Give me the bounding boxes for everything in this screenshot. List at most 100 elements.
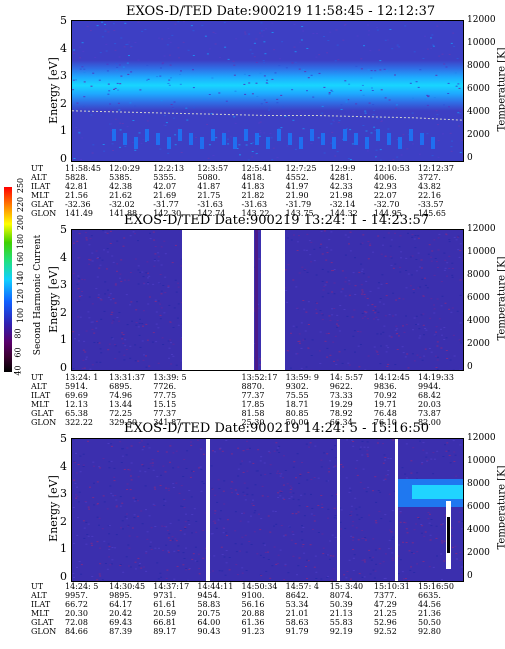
texture-speck [364, 539, 367, 541]
texture-speck [337, 59, 340, 61]
texture-speck [348, 294, 351, 296]
texture-speck [84, 232, 87, 234]
texture-speck [397, 573, 400, 575]
texture-speck [168, 489, 170, 491]
texture-speck [315, 312, 318, 314]
texture-speck [174, 23, 177, 25]
texture-speck [168, 551, 170, 553]
texture-speck [364, 296, 367, 298]
texture-speck [364, 312, 367, 314]
data-gap [182, 230, 254, 370]
table-cell: 4281. [329, 173, 353, 182]
texture-speck [376, 27, 379, 29]
table-cell: -32.70 [373, 200, 400, 209]
texture-speck [157, 256, 160, 258]
texture-speck [237, 475, 240, 477]
texture-speck [368, 102, 371, 104]
texture-speck [151, 341, 154, 343]
texture-speck [372, 114, 375, 115]
texture-speck [121, 335, 124, 337]
texture-speck [315, 308, 317, 310]
texture-speck [311, 507, 314, 509]
texture-speck [300, 494, 303, 496]
texture-speck [349, 514, 352, 516]
low-energy-patch [431, 137, 435, 149]
texture-speck [351, 143, 354, 145]
texture-speck [215, 527, 218, 529]
texture-speck [384, 457, 387, 458]
temperature-tick-label: 4000 [467, 525, 490, 535]
table-cell: 12:2:13 [153, 164, 185, 173]
texture-speck [72, 506, 75, 508]
texture-speck [347, 99, 350, 101]
texture-speck [423, 535, 426, 537]
texture-speck [183, 558, 186, 559]
texture-speck [116, 82, 119, 84]
texture-speck [401, 467, 404, 469]
texture-speck [170, 342, 172, 344]
texture-speck [437, 249, 440, 251]
texture-speck [374, 306, 377, 308]
texture-speck [269, 531, 272, 533]
texture-speck [300, 347, 303, 349]
texture-speck [314, 555, 317, 557]
texture-speck [360, 293, 363, 295]
texture-speck [83, 367, 86, 369]
texture-speck [325, 333, 328, 335]
texture-speck [402, 325, 404, 327]
table-cell: 42.81 [65, 182, 88, 191]
texture-speck [366, 455, 369, 457]
texture-speck [94, 56, 97, 58]
texture-speck [78, 131, 81, 133]
texture-speck [391, 538, 394, 540]
texture-speck [383, 68, 386, 70]
texture-speck [137, 265, 140, 267]
texture-speck [185, 107, 188, 109]
texture-speck [170, 77, 172, 79]
texture-speck [87, 440, 89, 442]
texture-speck [450, 311, 453, 313]
texture-speck [174, 134, 177, 136]
table-cell: 61.61 [153, 600, 177, 609]
texture-speck [172, 107, 175, 109]
texture-speck [117, 580, 120, 581]
texture-speck [98, 524, 100, 526]
texture-speck [340, 464, 343, 465]
texture-speck [325, 480, 328, 482]
texture-speck [78, 131, 80, 133]
table-cell: 42.93 [373, 182, 397, 191]
table-row-label: ALT [31, 591, 47, 600]
table-cell: -33.57 [418, 200, 444, 209]
texture-speck [364, 369, 367, 370]
texture-speck [88, 244, 91, 246]
texture-speck [296, 574, 298, 576]
texture-speck [98, 257, 101, 259]
texture-speck [147, 467, 150, 469]
energy-tick-label: 1 [60, 124, 67, 138]
texture-speck [384, 478, 387, 480]
table-cell: 5355. [153, 173, 177, 182]
texture-speck [146, 339, 149, 341]
table-cell: 47.29 [373, 600, 397, 609]
texture-speck [428, 513, 431, 515]
texture-speck [116, 240, 119, 242]
texture-speck [85, 330, 88, 332]
texture-speck [108, 461, 111, 463]
texture-speck [425, 456, 428, 458]
texture-speck [118, 351, 121, 353]
texture-speck [310, 74, 313, 76]
texture-speck [106, 568, 109, 570]
texture-speck [169, 64, 172, 66]
texture-speck [432, 44, 434, 46]
colorbar [4, 187, 12, 372]
texture-speck [245, 144, 248, 146]
texture-speck [302, 300, 305, 301]
texture-speck [346, 439, 349, 441]
table-row-label: GLAT [31, 618, 54, 627]
texture-speck [74, 482, 77, 484]
texture-speck [223, 556, 226, 558]
texture-speck [385, 295, 388, 297]
texture-speck [88, 317, 91, 319]
texture-speck [163, 312, 166, 314]
texture-speck [195, 531, 198, 533]
